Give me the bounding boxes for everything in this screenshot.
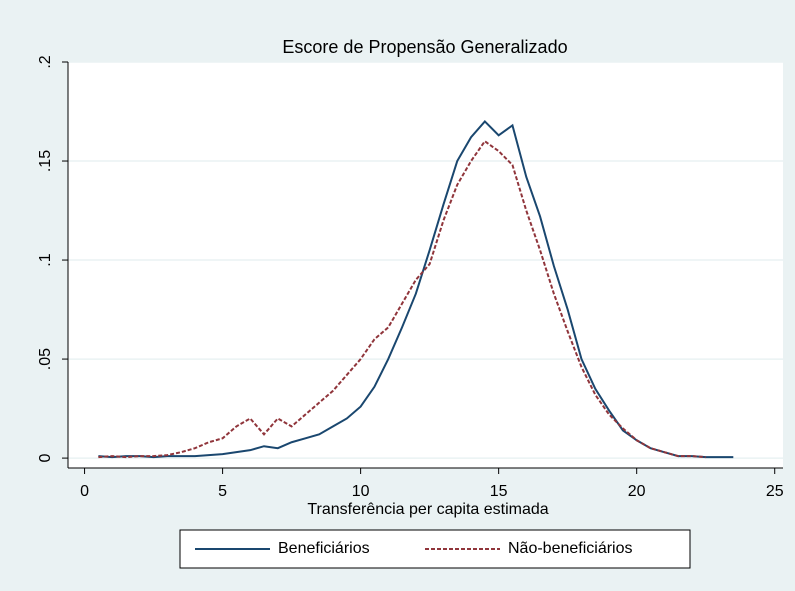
y-tick-label: .15: [37, 150, 54, 172]
y-tick-label: .2: [37, 55, 54, 68]
x-axis-label: Transferência per capita estimada: [307, 501, 548, 518]
chart-title: Escore de Propensão Generalizado: [282, 37, 567, 57]
y-tick-label: .1: [37, 253, 54, 266]
legend-label: Beneficiários: [278, 540, 370, 557]
x-tick-label: 15: [490, 483, 508, 500]
x-tick-label: 20: [628, 483, 646, 500]
x-tick-label: 25: [766, 483, 784, 500]
x-tick-label: 0: [80, 483, 89, 500]
x-tick-label: 10: [352, 483, 370, 500]
legend-label: Não-beneficiários: [508, 540, 633, 557]
y-tick-label: .05: [37, 348, 54, 370]
y-tick-label: 0: [37, 454, 54, 463]
line-series: [98, 119, 734, 459]
x-tick-label: 5: [218, 483, 227, 500]
line-series: [98, 139, 706, 459]
